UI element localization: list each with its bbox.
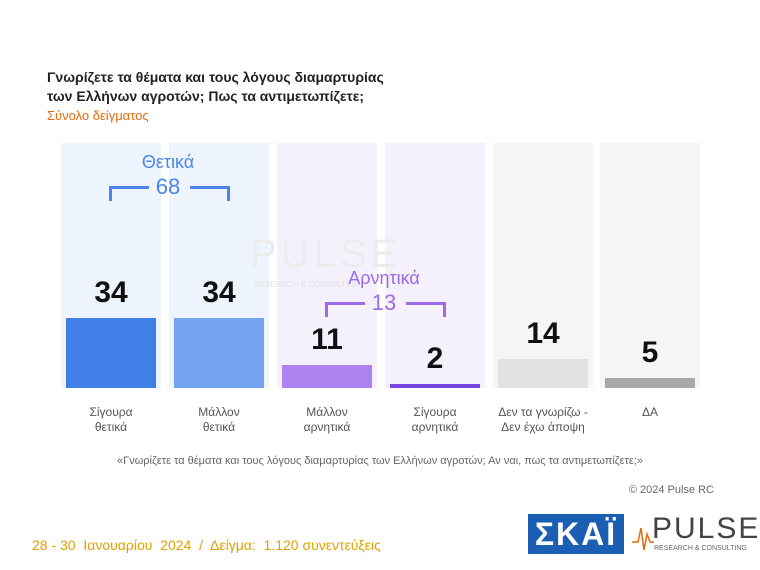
category-label: Μάλλον θετικά [164, 405, 274, 435]
group-label: Αρνητικά [348, 268, 420, 288]
value-label: 34 [94, 275, 128, 309]
value-label: 5 [641, 335, 659, 369]
pulse-tagline: RESEARCH & CONSULTING [654, 545, 747, 552]
category-line: θετικά [202, 420, 236, 434]
bar [498, 359, 588, 388]
title-line: Γνωρίζετε τα θέματα και τους λόγους διαμ… [47, 69, 384, 85]
watermark: PULSE [250, 232, 402, 276]
column-bg [277, 143, 377, 388]
bracket-left [109, 186, 149, 201]
group-total: 13 [371, 290, 397, 315]
value-label: 34 [202, 275, 236, 309]
bracket-right [406, 302, 446, 317]
subtitle: Σύνολο δείγματος [47, 108, 149, 123]
category-line: θετικά [94, 420, 128, 434]
bar [282, 365, 372, 388]
bracket-right [190, 186, 230, 201]
category-line: Σίγουρα [413, 405, 457, 419]
chart-title: Γνωρίζετε τα θέματα και τους λόγους διαμ… [47, 68, 384, 106]
category-label: Σίγουρα θετικά [56, 405, 166, 435]
title-line: των Ελλήνων αγροτών; Πως τα αντιμετωπίζε… [47, 88, 365, 104]
bar [66, 317, 156, 388]
group-total: 68 [155, 174, 181, 199]
category-line: αρνητικά [303, 420, 351, 434]
value-label: 14 [526, 317, 560, 351]
copyright: © 2024 Pulse RC [628, 484, 714, 496]
category-label: Σίγουρα αρνητικά [380, 405, 490, 435]
column-bg [600, 143, 700, 388]
pulse-logo: PULSE [652, 512, 760, 545]
category-line: αρνητικά [411, 420, 459, 434]
column-bg [385, 143, 485, 388]
category-line: Δεν τα γνωρίζω - [498, 405, 588, 419]
pulse-icon [632, 527, 654, 551]
question-note: «Γνωρίζετε τα θέματα και τους λόγους δια… [117, 455, 643, 467]
bracket-left [325, 302, 365, 317]
chart: PULSE RESEARCH & CONSULTING 34 Σίγουρα θετικ… [56, 143, 705, 435]
skai-logo: ΣΚΑΪ [528, 514, 624, 554]
category-label: Μάλλον αρνητικά [272, 405, 382, 435]
category-line: ΔΑ [641, 405, 659, 419]
bar [390, 383, 480, 388]
category-line: Δεν έχω άποψη [501, 420, 585, 434]
group-label: Θετικά [141, 152, 195, 172]
bar [174, 317, 264, 388]
value-label: 2 [426, 341, 444, 375]
watermark-tagline: RESEARCH & CONSULTING [254, 280, 361, 289]
category-line: Μάλλον [306, 405, 348, 419]
category-label: ΔΑ [595, 405, 705, 420]
bar [605, 377, 695, 388]
footer: 28 - 30 Ιανουαρίου 2024 / Δείγμα: 1.120 … [32, 537, 381, 553]
category-line: Μάλλον [198, 405, 240, 419]
category-label: Δεν τα γνωρίζω - Δεν έχω άποψη [488, 405, 598, 435]
column-bg [493, 143, 593, 388]
category-line: Σίγουρα [89, 405, 133, 419]
value-label: 11 [311, 323, 343, 357]
